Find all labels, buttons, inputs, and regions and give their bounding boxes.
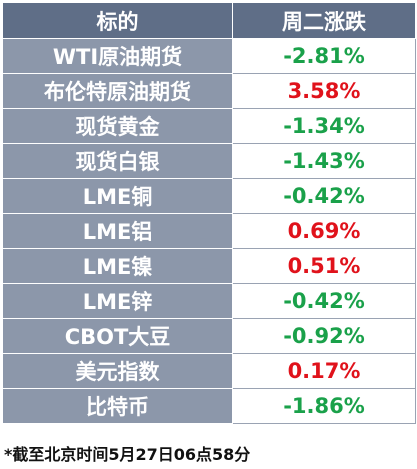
asset-cell: LME锌 bbox=[2, 283, 233, 319]
header-cell: 标的 bbox=[2, 2, 233, 39]
asset-cell: 现货白银 bbox=[2, 143, 233, 179]
table-row: LME铜 -0.42% bbox=[2, 178, 416, 214]
table-row: 现货黄金 -1.34% bbox=[2, 108, 416, 144]
change-cell: -1.43% bbox=[232, 143, 416, 179]
change-cell: 0.17% bbox=[232, 353, 416, 389]
asset-cell: 美元指数 bbox=[2, 353, 233, 389]
table-row: LME铝 0.69% bbox=[2, 213, 416, 249]
asset-cell: CBOT大豆 bbox=[2, 318, 233, 354]
data-table: 标的 周二涨跌 WTI原油期货 -2.81% 布伦特原油期货 3.58% 现货黄金 -1.… bbox=[2, 2, 416, 424]
table-row: LME锌 -0.42% bbox=[2, 283, 416, 319]
change-cell: -2.81% bbox=[232, 38, 416, 74]
header-cell: 周二涨跌 bbox=[232, 2, 416, 39]
change-cell: -0.42% bbox=[232, 178, 416, 214]
asset-cell: 布伦特原油期货 bbox=[2, 73, 233, 109]
asset-cell: LME镍 bbox=[2, 248, 233, 284]
change-cell: 3.58% bbox=[232, 73, 416, 109]
asset-cell: LME铜 bbox=[2, 178, 233, 214]
table-body: WTI原油期货 -2.81% 布伦特原油期货 3.58% 现货黄金 -1.34% 现货白银 -… bbox=[2, 38, 416, 424]
asset-cell: LME铝 bbox=[2, 213, 233, 249]
asset-cell: 现货黄金 bbox=[2, 108, 233, 144]
table-row: 现货白银 -1.43% bbox=[2, 143, 416, 179]
change-cell: -1.34% bbox=[232, 108, 416, 144]
change-cell: -0.92% bbox=[232, 318, 416, 354]
footnote: *截至北京时间5月27日06点58分 bbox=[4, 445, 251, 464]
change-cell: 0.69% bbox=[232, 213, 416, 249]
table-row: 美元指数 0.17% bbox=[2, 353, 416, 389]
change-cell: 0.51% bbox=[232, 248, 416, 284]
asset-cell: 比特币 bbox=[2, 388, 233, 424]
table-row: 布伦特原油期货 3.58% bbox=[2, 73, 416, 109]
asset-cell: WTI原油期货 bbox=[2, 38, 233, 74]
table-row: CBOT大豆 -0.92% bbox=[2, 318, 416, 354]
header-row: 标的 周二涨跌 bbox=[2, 2, 416, 39]
table-row: LME镍 0.51% bbox=[2, 248, 416, 284]
table-row: WTI原油期货 -2.81% bbox=[2, 38, 416, 74]
change-cell: -0.42% bbox=[232, 283, 416, 319]
change-cell: -1.86% bbox=[232, 388, 416, 424]
table-row: 比特币 -1.86% bbox=[2, 388, 416, 424]
